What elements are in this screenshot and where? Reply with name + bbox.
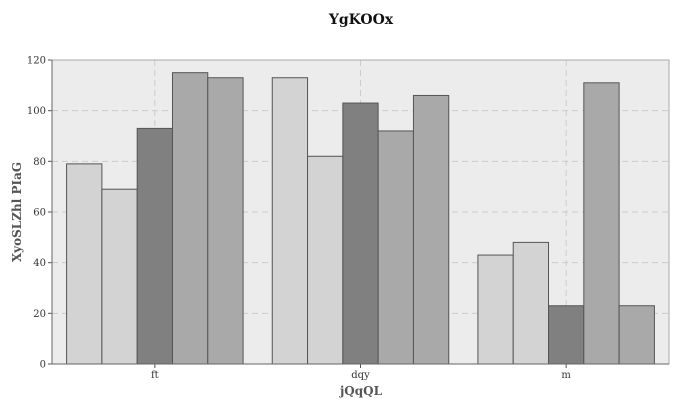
bar [207, 77, 244, 365]
bar [618, 305, 655, 365]
y-tick-label: 80 [33, 157, 46, 168]
y-tick-label: 40 [33, 258, 46, 269]
x-tick-label: m [561, 370, 571, 381]
x-tick-label: dqy [351, 370, 370, 381]
bars [66, 72, 655, 365]
bar [66, 163, 103, 365]
axes [48, 59, 670, 368]
bar [171, 72, 209, 365]
chart-title: YgKOOx [328, 12, 394, 28]
bar [548, 305, 585, 365]
bar [477, 254, 514, 365]
bar [101, 188, 138, 365]
bar [342, 102, 379, 365]
bar [271, 77, 309, 365]
y-tick-label: 0 [40, 360, 46, 371]
y-tick-label: 120 [27, 56, 46, 67]
y-tick-label: 20 [33, 309, 46, 320]
y-tick-label: 100 [27, 106, 46, 117]
x-tick-label: ft [151, 370, 159, 381]
y-axis-label: XyoSLZhl PIaG [10, 162, 24, 262]
bar [307, 155, 344, 365]
bar [377, 130, 414, 365]
bar [512, 241, 550, 365]
bar [412, 94, 450, 365]
bar [583, 82, 620, 365]
y-tick-label: 60 [33, 208, 46, 219]
tick-labels: 0 20 40 60 80 100 120 ft dqy m [27, 56, 572, 382]
bar [136, 127, 173, 365]
x-axis-label: jQqQL [339, 384, 383, 398]
